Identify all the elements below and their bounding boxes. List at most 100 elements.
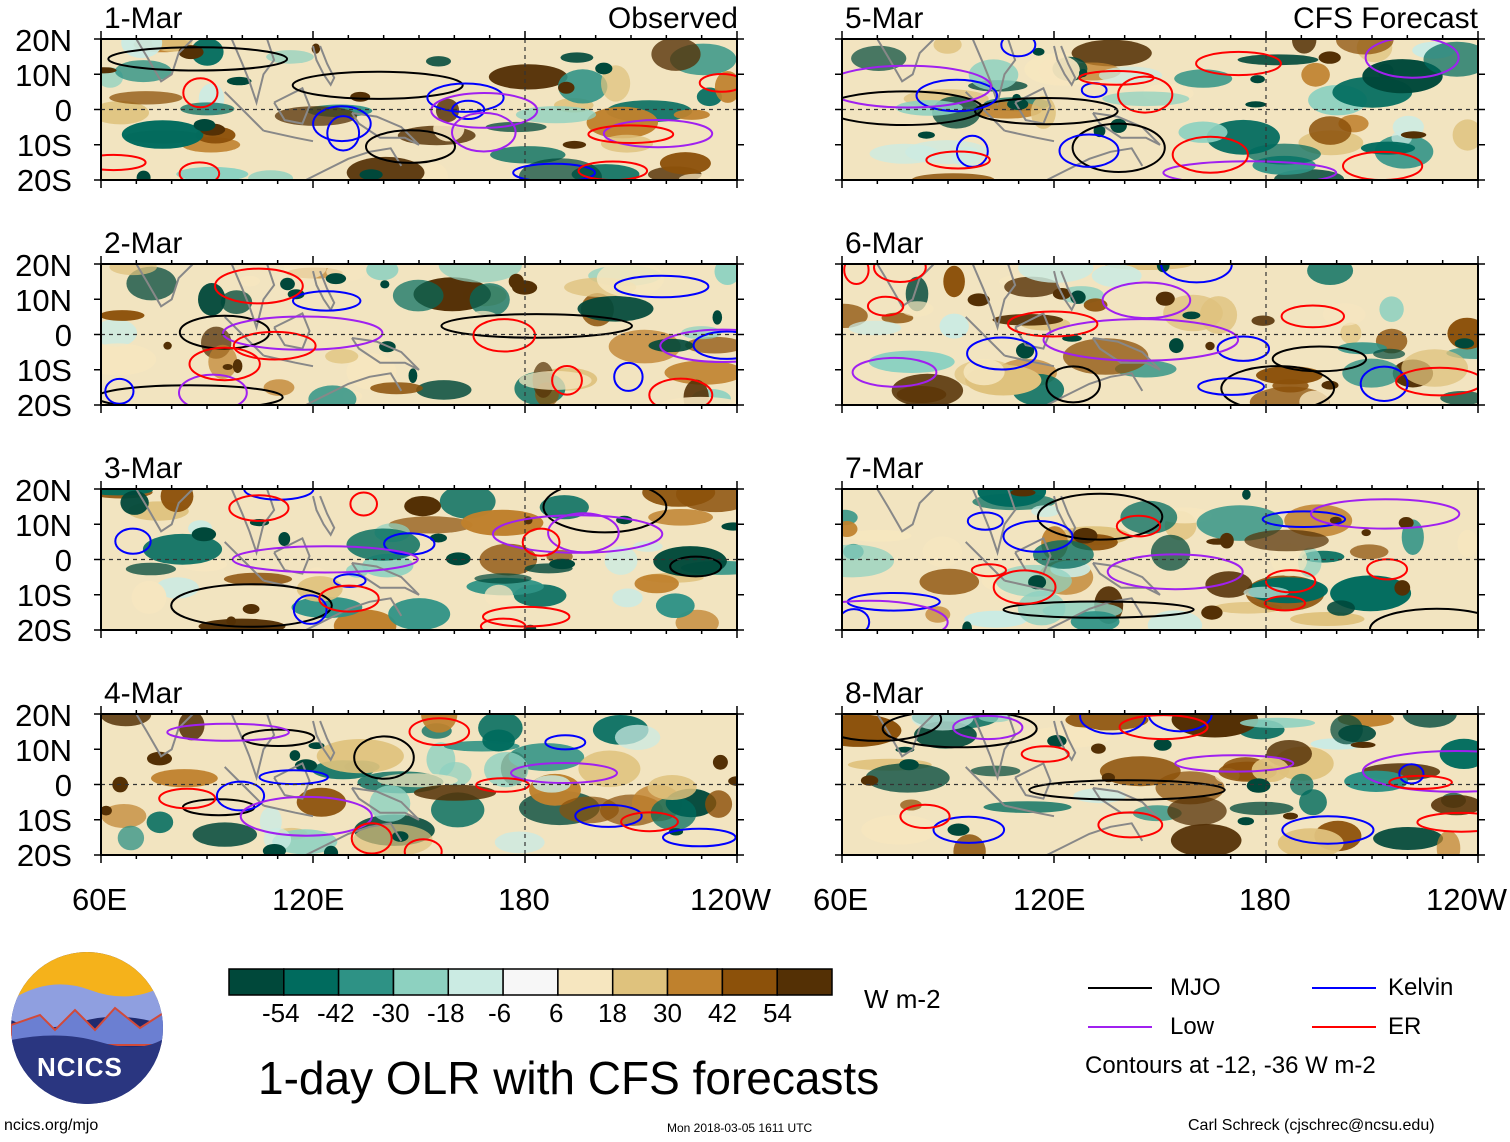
olr-anomaly [648,509,713,526]
olr-anomaly [845,529,912,542]
olr-anomaly [911,173,995,180]
olr-anomaly [1400,131,1427,139]
olr-anomaly [549,558,576,570]
olr-anomaly [1251,315,1275,326]
day-label-forecast-2: 6-Mar [845,227,924,260]
contour-er [188,346,261,382]
contour-kelvin [104,377,135,405]
footer-timestamp: Mon 2018-03-05 1611 UTC [667,1121,813,1135]
lat-tick: 0 [54,318,72,353]
olr-anomaly [1174,69,1233,88]
olr-anomaly [439,489,496,519]
olr-anomaly [1237,817,1255,826]
olr-anomaly [142,533,223,565]
contour-er [1117,75,1174,114]
olr-anomaly [972,493,1056,511]
lat-tick: 20S [16,163,72,198]
contour-kelvin [915,78,999,113]
colorbar-swatch [721,968,778,996]
contour-kelvin [312,105,372,143]
lat-tick: 10S [16,578,72,613]
olr-anomaly [1337,342,1387,355]
olr-anomaly [278,532,291,546]
contour-low [1174,754,1295,773]
contour-er [349,491,379,517]
contour-kelvin [544,734,587,751]
coastline [135,39,194,83]
colorbar-tick: -42 [317,998,355,1028]
olr-anomaly [1071,39,1152,67]
olr-anomaly [1457,529,1478,558]
contour-kelvin [326,115,361,152]
contour-er [1264,569,1317,594]
olr-anomaly [647,775,697,800]
colorbar-swatch [283,968,340,996]
olr-anomaly [359,169,383,180]
contour-mjo [170,583,333,628]
olr-anomaly [1402,714,1457,728]
contour-er [1006,310,1099,338]
contour-kelvin [574,803,643,828]
contour-er [551,365,583,396]
olr-anomaly [900,799,922,811]
lat-tick: 10N [15,283,72,318]
day-label-forecast-1: 5-Mar [845,2,924,35]
coastline [1092,562,1161,596]
olr-anomaly [131,580,167,614]
olr-anomaly [1083,298,1108,312]
contour-kelvin [426,82,505,113]
olr-anomaly [494,831,545,854]
contour-low [842,599,949,630]
contour-low [851,356,938,388]
coastline [876,489,935,533]
lat-tick: 20N [15,248,72,283]
olr-anomaly [1308,116,1352,145]
olr-anomaly [426,742,456,777]
olr-anomaly [1327,600,1355,616]
lat-tick: 20S [16,388,72,423]
olr-anomaly [511,280,538,295]
coastline [971,264,1017,331]
lat-tick: 0 [54,543,72,578]
contour-er [1416,811,1478,833]
contour-low [222,315,384,351]
contour-mjo [107,46,289,72]
contour-low [952,714,1024,741]
olr-anomaly [842,544,894,578]
olr-anomaly [1373,827,1444,850]
observed-title: Observed [607,2,738,35]
contour-er [1395,366,1478,397]
contour-low [842,64,993,109]
olr-anomaly [1423,41,1478,77]
olr-anomaly [296,787,347,817]
contour-er [1078,70,1155,86]
colorbar-tick: -18 [427,998,465,1028]
contour-er [1263,595,1307,612]
contour-kelvin [1281,815,1375,845]
olr-anomaly [595,62,613,75]
olr-anomaly [121,120,204,149]
olr-anomaly [346,156,425,180]
lat-tick: 10S [16,128,72,163]
olr-anomaly [967,293,990,307]
colorbar-swatch [228,968,285,996]
coastline [1014,762,1052,800]
olr-anomaly [1205,571,1253,598]
contour-kelvin [292,290,362,312]
olr-anomaly [198,283,226,316]
contour-low [602,119,714,149]
olr-anomaly [1167,796,1227,826]
contour-kelvin [1058,133,1120,168]
contour-kelvin [512,162,596,180]
lat-tick: 10S [16,353,72,388]
map-panel-1-Mar [94,31,744,188]
logo-text: NCICS [37,1052,123,1082]
olr-anomaly [943,265,965,298]
olr-anomaly [676,489,737,513]
logo-ground [11,1035,163,1104]
olr-anomaly [911,714,974,731]
coastline [1053,45,1077,87]
contour-er [1280,304,1346,329]
contour-kelvin [842,608,871,630]
contour-mjo [440,313,634,339]
